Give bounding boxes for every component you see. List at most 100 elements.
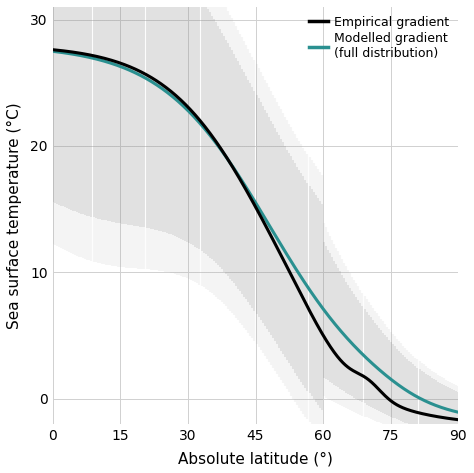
Point [359,346,366,354]
Point [153,136,161,144]
Point [155,95,163,103]
Point [298,217,305,225]
Point [159,132,166,140]
Point [304,297,311,304]
Point [188,103,195,111]
Point [324,284,332,292]
Point [61,22,69,30]
Point [59,47,67,55]
Point [130,104,138,111]
Point [133,31,140,39]
Point [363,344,370,352]
Point [375,387,383,394]
Point [94,29,101,36]
Point [127,119,134,127]
Point [377,359,384,367]
Point [92,152,100,159]
Point [88,27,95,35]
Point [147,109,155,117]
Point [363,347,370,355]
Point [420,386,428,394]
Point [185,112,193,119]
Point [312,305,319,312]
Point [267,174,274,181]
Point [253,129,260,137]
Point [304,195,311,203]
Point [300,303,307,310]
Point [118,204,126,212]
Point [401,414,409,421]
Point [430,400,438,407]
Point [403,384,411,392]
Point [408,391,415,398]
Point [188,78,195,86]
Point [424,413,431,421]
Point [428,392,436,399]
Point [438,405,446,413]
Point [312,147,319,155]
Point [455,410,462,417]
Point [426,389,434,397]
Point [367,387,374,395]
Point [428,379,436,387]
Point [287,224,295,231]
Point [400,388,407,395]
Point [330,267,338,274]
Point [75,66,83,73]
Point [92,222,100,229]
Point [434,393,442,401]
Point [165,115,173,123]
Point [78,75,85,83]
Point [183,113,191,120]
Point [73,131,81,138]
Point [251,228,258,235]
Point [218,209,226,217]
Point [212,207,219,214]
Point [312,280,319,288]
Point [345,333,352,341]
Point [161,166,169,174]
Point [224,137,232,144]
Point [448,396,456,403]
Point [246,211,254,219]
Point [190,157,197,165]
Point [226,197,234,205]
Point [383,408,391,415]
Point [179,171,187,178]
Point [298,78,305,85]
Point [165,123,173,131]
Point [452,410,460,418]
Point [401,395,409,403]
Point [108,140,116,148]
Point [353,258,360,266]
Point [265,262,273,269]
Point [438,380,446,387]
Point [365,368,373,375]
Point [308,286,315,293]
Point [127,143,134,150]
Point [267,185,274,193]
Point [334,266,342,274]
Point [320,286,328,294]
Point [191,202,199,210]
Point [49,118,56,125]
Point [75,86,83,93]
Point [269,297,277,304]
Point [265,8,273,16]
Point [155,114,163,122]
Point [106,0,114,3]
Point [202,155,210,163]
Point [235,263,242,271]
Point [306,254,313,262]
Point [257,184,264,192]
Point [424,387,431,395]
Point [73,115,81,123]
Point [342,346,350,354]
Point [265,172,273,180]
Point [342,312,350,319]
Point [245,239,252,247]
Point [124,83,132,91]
Point [444,420,452,428]
Point [450,412,458,419]
Point [204,213,211,220]
